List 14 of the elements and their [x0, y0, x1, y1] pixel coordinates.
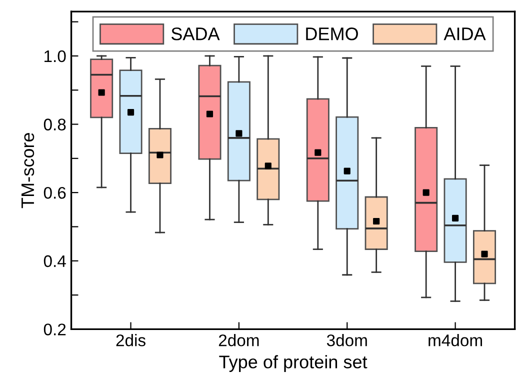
x-tick-label: m4dom	[428, 334, 482, 346]
legend-label: AIDA	[444, 28, 486, 40]
y-tick-label: 0.8	[44, 118, 66, 130]
y-axis-title: TM-score	[22, 133, 34, 208]
text: 1.0	[44, 50, 66, 62]
legend-label: DEMO	[306, 27, 358, 40]
y-tick-label: 0.4	[44, 255, 66, 268]
y-tick-label: 0.6	[44, 186, 66, 199]
x-axis-title: Type of protein set	[219, 355, 368, 372]
x-tick-label: 3dom	[326, 334, 367, 346]
y-tick-label: 0.2	[44, 324, 66, 336]
x-tick-label: 2dom	[218, 334, 259, 346]
x-tick-label: 2dis	[116, 334, 146, 346]
legend-label: SADA	[171, 27, 220, 40]
